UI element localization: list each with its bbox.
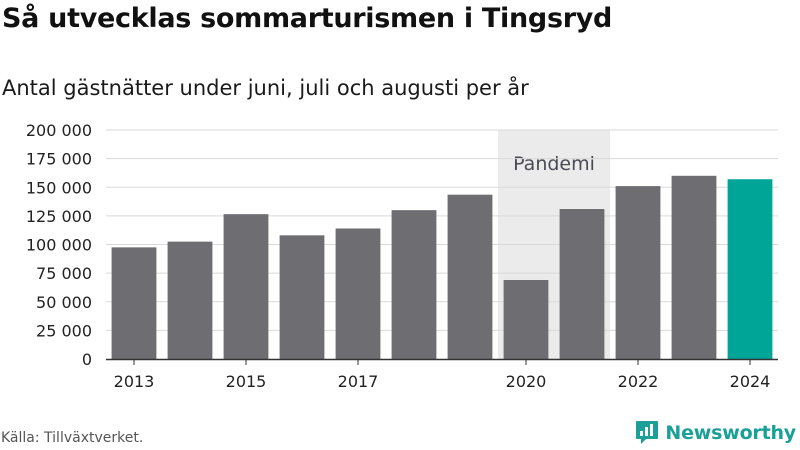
y-tick-label: 200 000 <box>26 121 92 140</box>
x-tick-label: 2015 <box>226 372 267 391</box>
bar-2016 <box>279 235 325 359</box>
x-tick-label: 2024 <box>730 372 771 391</box>
y-tick-label: 125 000 <box>26 207 92 226</box>
y-tick-label: 175 000 <box>26 150 92 169</box>
pandemic-label: Pandemi <box>513 153 595 175</box>
y-tick-label: 100 000 <box>26 236 92 255</box>
bar-2018 <box>391 210 437 359</box>
bar-2014 <box>167 241 213 359</box>
chart-title: Så utvecklas sommarturismen i Tingsryd <box>2 3 613 34</box>
chart-subtitle: Antal gästnätter under juni, juli och au… <box>2 76 529 100</box>
brand-name: Newsworthy <box>665 422 796 444</box>
x-tick-label: 2022 <box>618 372 659 391</box>
newsworthy-logo-icon <box>636 421 659 444</box>
y-tick-label: 0 <box>82 350 92 369</box>
y-tick-label: 50 000 <box>36 293 92 312</box>
bar-2023 <box>671 175 717 359</box>
bar-2021 <box>559 209 605 359</box>
y-tick-label: 25 000 <box>36 321 92 340</box>
bar-2017 <box>335 228 381 359</box>
x-tick-label: 2017 <box>338 372 379 391</box>
source-note: Källa: Tillväxtverket. <box>1 430 144 446</box>
y-tick-label: 150 000 <box>26 178 92 197</box>
bar-2013 <box>111 247 157 359</box>
bar-2019 <box>447 194 493 359</box>
y-tick-label: 75 000 <box>36 264 92 283</box>
bar-2022 <box>615 186 661 359</box>
x-tick-label: 2013 <box>114 372 155 391</box>
bar-2015 <box>223 214 269 359</box>
brand-logo: Newsworthy <box>635 418 796 448</box>
bar-2024 <box>727 179 773 359</box>
x-tick-label: 2020 <box>506 372 547 391</box>
bar-2020 <box>503 279 549 359</box>
